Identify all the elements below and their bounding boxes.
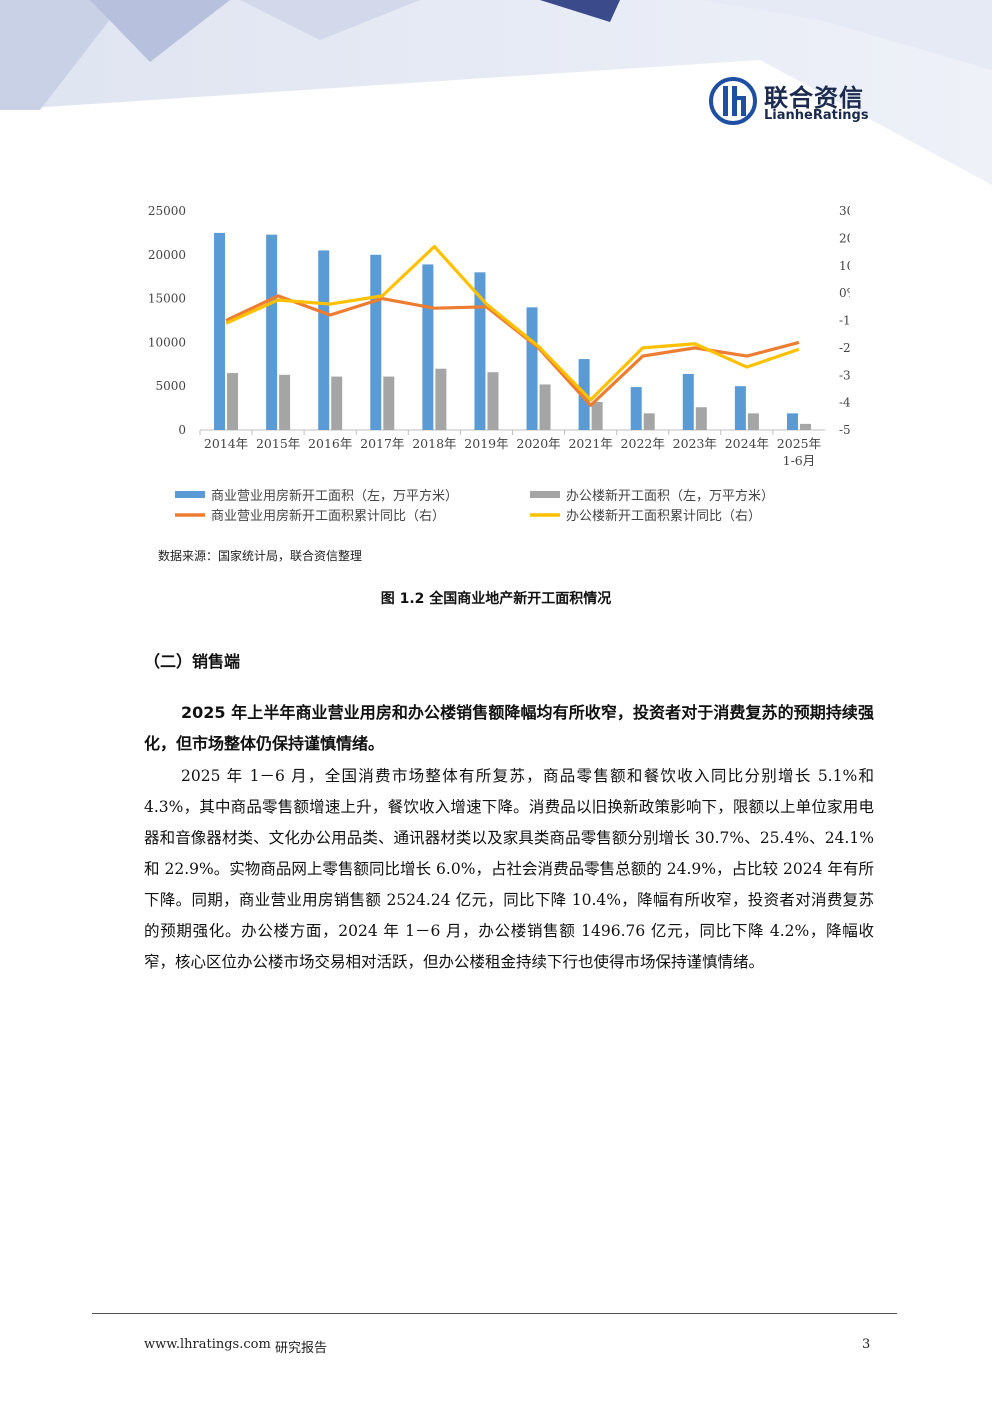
- x-axis-tick-label: 2020年: [516, 436, 560, 451]
- right-axis-tick-label: -40%: [839, 396, 850, 410]
- x-axis-tick-label: 2018年: [412, 436, 456, 451]
- right-axis-tick-label: -30%: [839, 368, 850, 382]
- bar-office: [227, 373, 239, 430]
- figure-title: 图 1.2 全国商业地产新开工面积情况: [380, 591, 612, 607]
- lianhe-logo-icon: [709, 77, 757, 125]
- body-paragraph: 2025 年 1－6 月，全国消费市场整体有所复苏，商品零售额和餐饮收入同比分别…: [144, 767, 874, 971]
- legend-label: 办公楼新开工面积（左，万平方米）: [566, 488, 774, 504]
- x-axis-tick-label: 2014年: [204, 436, 248, 451]
- section-heading: （二）销售端: [144, 652, 241, 671]
- bar-commercial: [214, 232, 226, 430]
- x-axis-tick-label: 2023年: [673, 436, 717, 451]
- bar-office: [539, 384, 551, 430]
- right-axis-tick-label: -10%: [839, 314, 850, 328]
- x-axis-tick-label: 2022年: [621, 436, 665, 451]
- footer-report-label: 研究报告: [275, 1341, 328, 1356]
- bar-commercial: [266, 234, 278, 430]
- bar-office: [591, 401, 603, 430]
- x-axis-tick-label: 2017年: [360, 436, 404, 451]
- legend-label: 商业营业用房新开工面积（左，万平方米）: [211, 488, 458, 504]
- right-axis-tick-label: 30%: [839, 204, 850, 218]
- left-axis-tick-label: 10000: [148, 335, 186, 349]
- logo: 联合资信 LianheRatings: [708, 76, 908, 128]
- bar-office: [747, 413, 759, 430]
- bar-office: [487, 372, 499, 430]
- bar-office: [643, 413, 655, 430]
- legend-label: 商业营业用房新开工面积累计同比（右）: [211, 508, 445, 524]
- data-source-note: 数据来源：国家统计局，联合资信整理: [158, 549, 363, 563]
- bar-commercial: [526, 307, 538, 430]
- bar-commercial: [682, 373, 694, 430]
- left-axis-tick-label: 25000: [148, 204, 186, 218]
- x-axis-tick-label: 2021年: [568, 436, 612, 451]
- bar-commercial: [370, 254, 382, 430]
- footer-divider: [92, 1313, 897, 1314]
- x-axis-tick-label: 2024年: [725, 436, 769, 451]
- left-axis-tick-label: 5000: [155, 379, 186, 393]
- bar-commercial: [474, 272, 486, 430]
- left-axis-tick-label: 15000: [148, 292, 186, 306]
- bar-commercial: [630, 387, 642, 430]
- bar-office: [799, 423, 811, 430]
- left-axis-tick-label: 20000: [148, 248, 186, 262]
- bar-commercial: [318, 250, 330, 430]
- line-office-yoy: [225, 244, 800, 402]
- x-axis-tick-label: 2025年: [777, 436, 821, 451]
- right-axis-tick-label: 0%: [839, 286, 850, 300]
- bar-office: [279, 374, 291, 430]
- page-number: 3: [862, 1337, 871, 1352]
- legend-swatch: [530, 491, 560, 498]
- footer-website: www.lhratings.com: [144, 1337, 271, 1352]
- bar-commercial: [422, 264, 434, 430]
- right-axis-tick-label: 10%: [839, 259, 850, 273]
- right-axis-tick-label: -20%: [839, 341, 850, 355]
- left-axis-tick-label: 0: [178, 423, 186, 437]
- legend-label: 办公楼新开工面积累计同比（右）: [566, 508, 761, 524]
- legend-swatch: [175, 491, 205, 498]
- bar-commercial: [786, 413, 798, 430]
- new-construction-area-chart: 0 5000 10000 15000 20000 25000 -50% -40% -30% -20…: [148, 204, 850, 524]
- x-axis-tick-label: 2015年: [256, 436, 300, 451]
- x-axis-tick-label: 2019年: [464, 436, 508, 451]
- right-axis-tick-label: 20%: [839, 231, 850, 245]
- bar-office: [331, 376, 343, 430]
- bar-office: [695, 407, 707, 430]
- header-decoration: [0, 0, 992, 185]
- lead-paragraph: 2025 年上半年商业营业用房和办公楼销售额降幅均有所收窄，投资者对于消费复苏的…: [144, 703, 874, 753]
- bar-office: [383, 376, 395, 430]
- right-axis-tick-label: -50%: [839, 423, 850, 437]
- x-axis-tick-label: 1-6月: [783, 453, 816, 468]
- logo-chinese-name: 联合资信: [764, 84, 864, 112]
- x-axis-tick-label: 2016年: [308, 436, 352, 451]
- bar-commercial: [734, 386, 746, 430]
- logo-english-name: LianheRatings: [764, 108, 869, 123]
- bar-office: [435, 368, 447, 430]
